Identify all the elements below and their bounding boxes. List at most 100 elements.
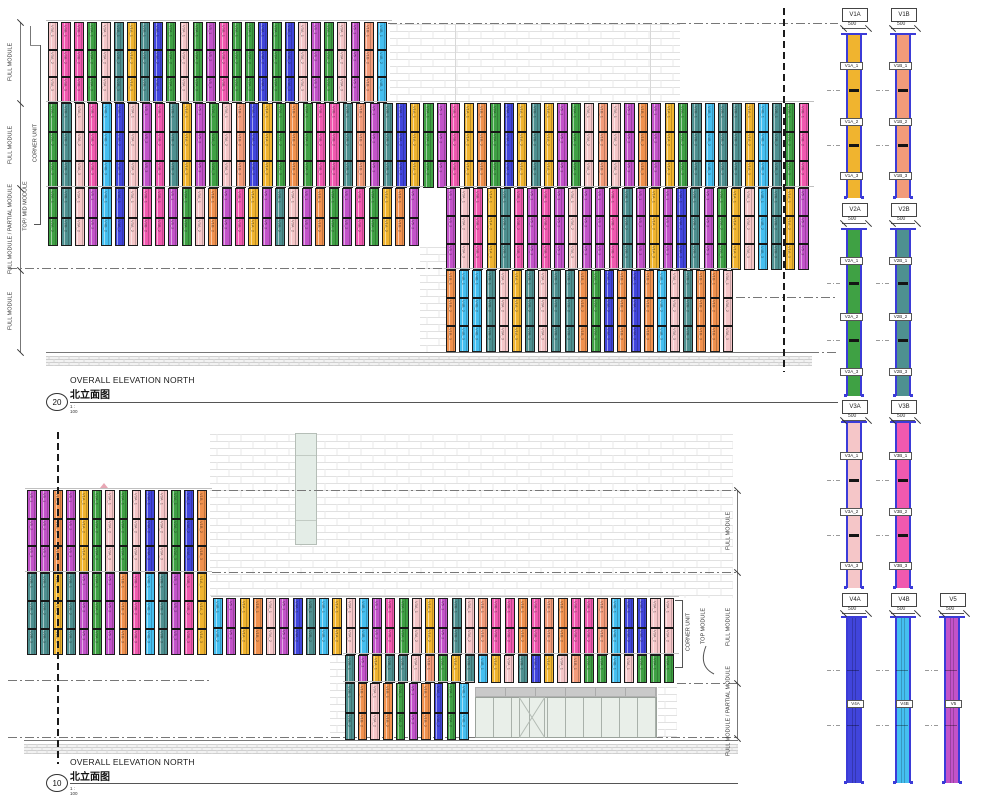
panel-seam	[330, 23, 332, 102]
facade-panel: V3B_1 V3B_2	[141, 188, 152, 246]
panel-label: V2B_1	[142, 25, 148, 38]
panel-joint	[41, 627, 49, 630]
panel-seam	[773, 189, 775, 269]
panel-seam	[546, 104, 548, 187]
panel-seam	[155, 23, 157, 102]
panel-label: V2B_1	[63, 191, 69, 204]
panel-joint	[396, 217, 405, 219]
legend-panel-strip	[846, 35, 862, 198]
panel-label: V1B_2	[198, 520, 204, 533]
panel-joint	[596, 242, 605, 245]
panel-seam	[483, 104, 485, 187]
panel-joint	[671, 297, 680, 300]
panel-seam	[135, 104, 137, 187]
panel-label: V3B_3	[157, 162, 163, 175]
panel-seam	[29, 491, 31, 572]
brick-pattern	[210, 434, 733, 598]
facade-panel: V3A_1	[411, 655, 422, 683]
panel-label: V1A_2	[198, 603, 204, 616]
legend-type-header: V2B	[891, 203, 917, 217]
panel-seam	[653, 656, 655, 682]
facade-panel: V3A_1 V3A_2 V3A_3	[48, 22, 58, 103]
facade-panel: V1B_1 V1B_2	[252, 598, 263, 655]
panel-seam	[665, 189, 667, 269]
panel-label: V5_1	[170, 191, 176, 201]
panel-label: V1B_2	[480, 629, 486, 642]
panel-label: V4B_2	[612, 629, 618, 642]
panel-label: V2A_3	[679, 162, 685, 175]
panel-label: V5_1	[438, 106, 444, 116]
hatch-pattern	[46, 356, 812, 366]
panel-label: V5_1	[263, 191, 269, 201]
panel-joint	[697, 297, 706, 300]
panel-label: V3A_3	[224, 162, 230, 175]
panel-label: V3B_1	[506, 601, 512, 614]
legend-end-tick	[841, 616, 867, 618]
panel-label: V1A_3	[198, 630, 204, 643]
panel-label: V3B_1	[156, 191, 162, 204]
panel-label: V2B_1	[487, 273, 493, 286]
panel-seam	[353, 23, 355, 102]
panel-label: V3A_2	[133, 520, 139, 533]
panel-label: V3A_1	[102, 25, 108, 38]
panel-joint	[758, 215, 768, 218]
panel-seam	[85, 491, 87, 572]
facade-panel: V2A_1	[584, 655, 595, 683]
panel-joint	[473, 297, 482, 300]
panel-label: V4B_2	[103, 220, 109, 233]
panel-label: V1A_3	[128, 79, 134, 92]
facade-panel: V3A_1 V3A_2 V3A_3	[74, 103, 85, 188]
panel-label: V2B_2	[277, 220, 283, 233]
panel-joint	[169, 217, 178, 219]
panel-label: V5_2	[143, 134, 149, 144]
panel-label: V3A_2	[224, 134, 230, 147]
panel-seam	[300, 23, 302, 102]
panel-label: V1B_1	[546, 601, 552, 614]
panel-label: V4A_2	[505, 134, 511, 147]
panel-seam	[724, 189, 726, 269]
panel-seam	[387, 656, 389, 682]
panel-label: V4A_2	[286, 52, 292, 65]
panel-label: V1B_1	[478, 106, 484, 119]
facade-panel: V3A_1 V3A_2	[288, 188, 299, 246]
panel-label: V2B_3	[142, 79, 148, 92]
panel-seam	[313, 23, 315, 102]
facade-panel: V3A_1 V3A_2	[266, 598, 277, 655]
panel-seam	[133, 23, 135, 102]
panel-label: V1B_2	[711, 300, 717, 313]
panel-label: V3B_1	[493, 601, 499, 614]
panel-label: V2A_3	[94, 548, 100, 561]
panel-label: V3A_1	[625, 658, 631, 671]
legend-panel-joint	[898, 479, 908, 482]
panel-label: V4B_3	[759, 245, 765, 258]
panel-joint	[705, 159, 714, 162]
panel-seam	[104, 104, 106, 187]
panel-joint	[745, 242, 754, 245]
panel-label: V3B_2	[143, 220, 149, 233]
facade-panel: V5_1 V5_2 V5_3	[79, 573, 90, 655]
panel-joint	[571, 626, 580, 629]
legend-end-nub	[959, 781, 962, 784]
panel-label: V2B_1	[307, 601, 313, 614]
module-label: FULL MODULE	[725, 511, 732, 551]
panel-label: V5_1	[197, 106, 203, 116]
panel-joint	[732, 159, 741, 162]
panel-label: V4B_2	[760, 134, 766, 147]
panel-seam	[518, 271, 520, 351]
facade-panel: V2A_1 V2A_2	[181, 188, 192, 246]
legend-panel-label: V1A_2	[840, 118, 863, 126]
panel-label: V3B_2	[156, 220, 162, 233]
panel-joint	[665, 159, 674, 162]
panel-label: V1A_1	[184, 106, 190, 119]
panel-seam	[685, 271, 687, 351]
panel-joint	[193, 76, 202, 78]
storefront-header	[475, 687, 657, 697]
section-marker-line	[57, 432, 59, 764]
panel-label: V2B_2	[693, 134, 699, 147]
dash-dot-reference-line	[8, 680, 210, 681]
panel-label: V2B_2	[773, 218, 779, 231]
panel-label: V5_2	[371, 134, 377, 144]
panel-joint	[657, 297, 666, 300]
